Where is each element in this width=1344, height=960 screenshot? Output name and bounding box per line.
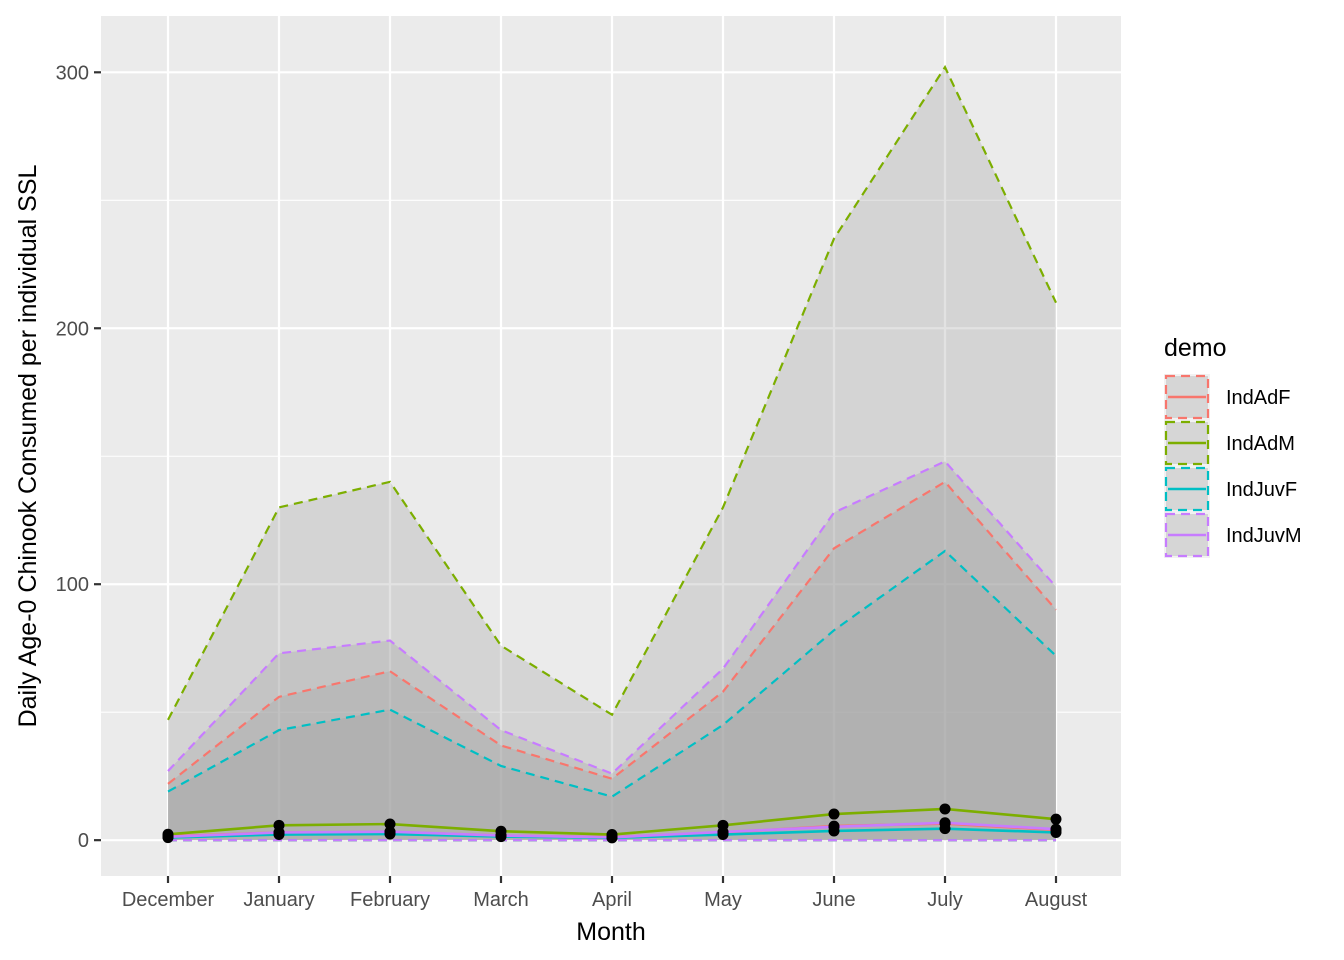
ribbon-layer — [168, 67, 1056, 841]
y-tick-label: 300 — [56, 62, 89, 84]
x-axis: December January February March April May June… — [122, 876, 1088, 911]
point-IndJuvM-May — [717, 826, 729, 838]
point-IndJuvM-March — [495, 830, 507, 842]
median-points — [162, 803, 1062, 844]
point-IndJuvM-January — [273, 826, 285, 838]
y-tick-label: 0 — [78, 830, 89, 852]
x-tick-label: May — [704, 889, 742, 911]
point-IndAdM-August — [1050, 813, 1062, 825]
point-IndJuvM-June — [828, 821, 840, 833]
point-IndAdM-June — [828, 808, 840, 820]
y-tick-label: 100 — [56, 574, 89, 596]
legend: demo IndAdF IndAdM IndJuvF IndJuvM — [1164, 334, 1302, 558]
x-axis-title: Month — [576, 918, 645, 946]
legend-keys: IndAdF IndAdM IndJuvF IndJuvM — [1164, 374, 1302, 558]
x-tick-label: January — [243, 889, 314, 911]
legend-entry-IndJuvM: IndJuvM — [1164, 512, 1302, 558]
x-tick-label: February — [350, 889, 430, 911]
major-gridlines — [101, 16, 1121, 876]
x-tick-label: March — [473, 889, 529, 911]
point-IndJuvM-December — [162, 831, 174, 843]
point-IndAdM-July — [939, 803, 951, 815]
x-tick-label: June — [812, 889, 855, 911]
legend-entry-IndAdM: IndAdM — [1164, 420, 1295, 466]
x-tick-label: August — [1025, 889, 1088, 911]
legend-entry-IndAdF: IndAdF — [1164, 374, 1290, 420]
upper-bound-lines — [167, 64, 1057, 798]
legend-label: IndJuvM — [1226, 525, 1302, 547]
legend-label: IndJuvF — [1226, 479, 1297, 501]
ribbon-IndAdM — [168, 67, 1056, 841]
legend-label: IndAdF — [1226, 387, 1290, 409]
ribbon-IndJuvM — [168, 461, 1056, 841]
upper-line-IndJuvF — [167, 549, 1057, 798]
point-IndJuvM-February — [384, 826, 396, 838]
point-IndJuvM-April — [606, 831, 618, 843]
x-tick-label: April — [592, 889, 632, 911]
x-tick-label: December — [122, 889, 215, 911]
x-tick-label: July — [927, 889, 963, 911]
upper-line-IndAdM — [167, 64, 1057, 721]
legend-entry-IndJuvF: IndJuvF — [1164, 466, 1297, 512]
point-IndAdM-February — [384, 818, 396, 830]
upper-line-IndJuvM — [167, 460, 1057, 775]
ribbon-IndJuvF — [168, 550, 1056, 841]
y-axis-title: Daily Age-0 Chinook Consumed per individ… — [14, 165, 42, 728]
legend-label: IndAdM — [1226, 433, 1295, 455]
legend-title: demo — [1164, 334, 1227, 362]
ribbon-IndAdF — [168, 481, 1056, 841]
point-IndJuvM-August — [1050, 823, 1062, 835]
point-IndJuvM-July — [939, 817, 951, 829]
y-tick-label: 200 — [56, 318, 89, 340]
y-axis: 0 100 200 300 — [56, 62, 101, 852]
